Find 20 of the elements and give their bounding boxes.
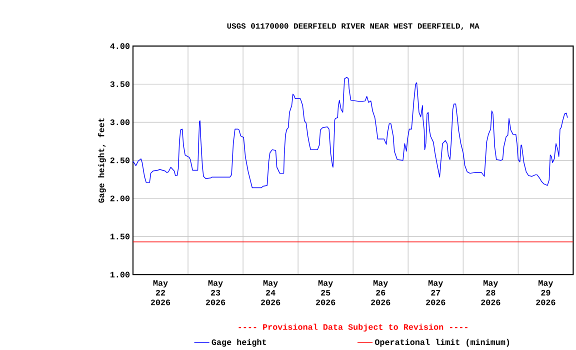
y-tick-label: 3.00 [110,120,130,126]
y-tick-label: 2.00 [110,196,130,202]
y-tick-label: 2.50 [110,158,130,164]
x-tick-label: May 29 2026 [536,280,556,306]
y-tick-label: 3.50 [110,81,130,88]
legend-label: Gage height [212,339,266,347]
x-tick-label: May 22 2026 [150,280,170,306]
x-tick-label: May 28 2026 [481,280,500,306]
x-tick-label: May 27 2026 [426,280,446,306]
legend-label: Operational limit (minimum) [374,339,510,347]
y-tick-label: 1.50 [110,234,130,240]
text: ---- Provisional Data Subject to Revision ---- [238,324,468,332]
y-tick-label: 4.00 [110,43,130,50]
line-series [132,77,568,188]
y-tick-label: 1.00 [110,272,130,278]
y-axis-title: Gage height, feet [98,118,106,203]
x-tick-label: May 24 2026 [260,280,280,306]
x-tick-label: May 25 2026 [316,280,336,306]
x-tick-label: May 26 2026 [371,280,390,306]
x-tick-label: May 23 2026 [206,280,226,306]
